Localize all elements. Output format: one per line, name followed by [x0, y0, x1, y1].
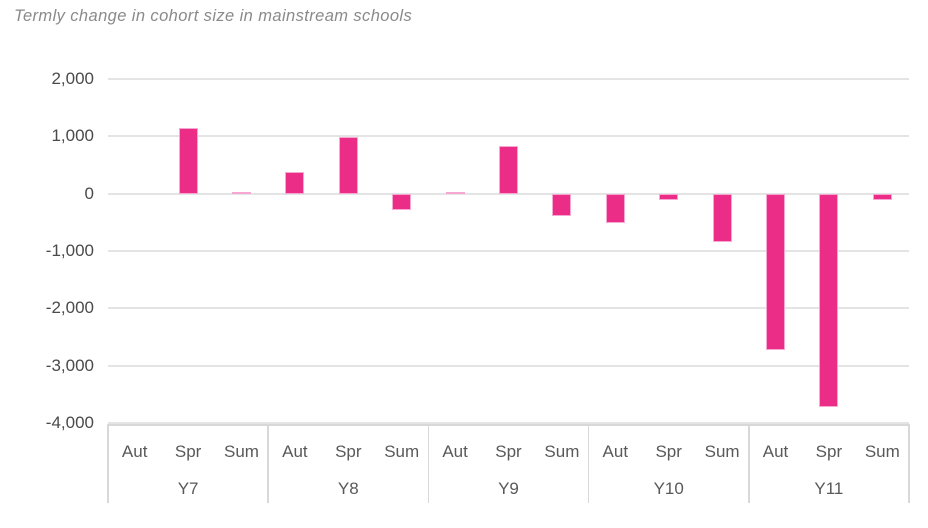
category-group-divider — [427, 424, 430, 503]
bar-y9-aut — [445, 191, 465, 194]
term-label-y7-aut: Aut — [121, 442, 148, 461]
y-axis-tick-label: 1,000 — [51, 126, 94, 146]
bar-y10-spr — [659, 193, 679, 200]
category-group-divider — [267, 424, 269, 503]
year-label-y11: Y11 — [814, 479, 844, 498]
term-label-y8-aut: Aut — [282, 442, 308, 461]
term-label-y10-aut: Aut — [602, 442, 629, 461]
bar-y7-spr — [178, 127, 198, 194]
category-group-divider — [107, 424, 109, 503]
bar-y9-sum — [552, 193, 572, 217]
y-axis-tick-label: -3,000 — [45, 355, 94, 375]
term-label-y11-spr: Spr — [815, 442, 843, 461]
bar-y11-spr — [819, 193, 839, 407]
category-group-divider — [908, 424, 910, 503]
bar-y11-sum — [872, 193, 892, 200]
bar-y8-spr — [338, 136, 358, 194]
y-axis-tick-label: -1,000 — [45, 241, 94, 260]
term-label-y11-aut: Aut — [762, 442, 789, 461]
y-axis-tick-label: 0 — [84, 183, 94, 203]
term-label-y10-sum: Sum — [704, 442, 740, 461]
term-label-y7-spr: Spr — [174, 442, 202, 461]
year-label-y7: Y7 — [177, 479, 199, 498]
term-label-y11-sum: Sum — [864, 442, 900, 461]
year-label-y10: Y10 — [653, 479, 684, 498]
gridline-2000 — [108, 78, 909, 80]
bar-y8-aut — [285, 171, 305, 194]
y-axis-tick-label: 2,000 — [51, 69, 94, 88]
term-label-y9-sum: Sum — [544, 442, 580, 461]
gridline-0 — [108, 192, 909, 195]
gridline-1000 — [108, 135, 909, 138]
term-label-y7-sum: Sum — [224, 442, 259, 461]
bar-y11-aut — [766, 193, 785, 351]
gridline--2000 — [108, 307, 909, 310]
year-label-y8: Y8 — [337, 479, 359, 498]
chart-title: Termly change in cohort size in mainstre… — [14, 7, 413, 25]
bar-y10-aut — [605, 193, 625, 224]
bar-y7-sum — [232, 191, 251, 194]
gridline--1000 — [108, 250, 909, 252]
year-label-y9: Y9 — [498, 479, 519, 498]
term-label-y9-spr: Spr — [495, 442, 522, 461]
bar-y8-sum — [392, 193, 412, 210]
term-label-y8-sum: Sum — [384, 442, 420, 461]
term-label-y10-spr: Spr — [655, 442, 682, 461]
gridline--4000 — [108, 422, 909, 424]
term-label-y9-aut: Aut — [442, 442, 468, 461]
bar-y9-spr — [499, 146, 518, 194]
y-axis-tick-label: -2,000 — [45, 298, 94, 318]
gridline--3000 — [108, 364, 909, 367]
category-group-divider — [748, 424, 750, 503]
term-label-y8-spr: Spr — [335, 442, 362, 461]
bar-y10-sum — [712, 193, 732, 243]
category-axis-top-border — [108, 424, 909, 426]
category-group-divider — [587, 424, 590, 503]
y-axis-tick-label: -4,000 — [45, 413, 94, 432]
